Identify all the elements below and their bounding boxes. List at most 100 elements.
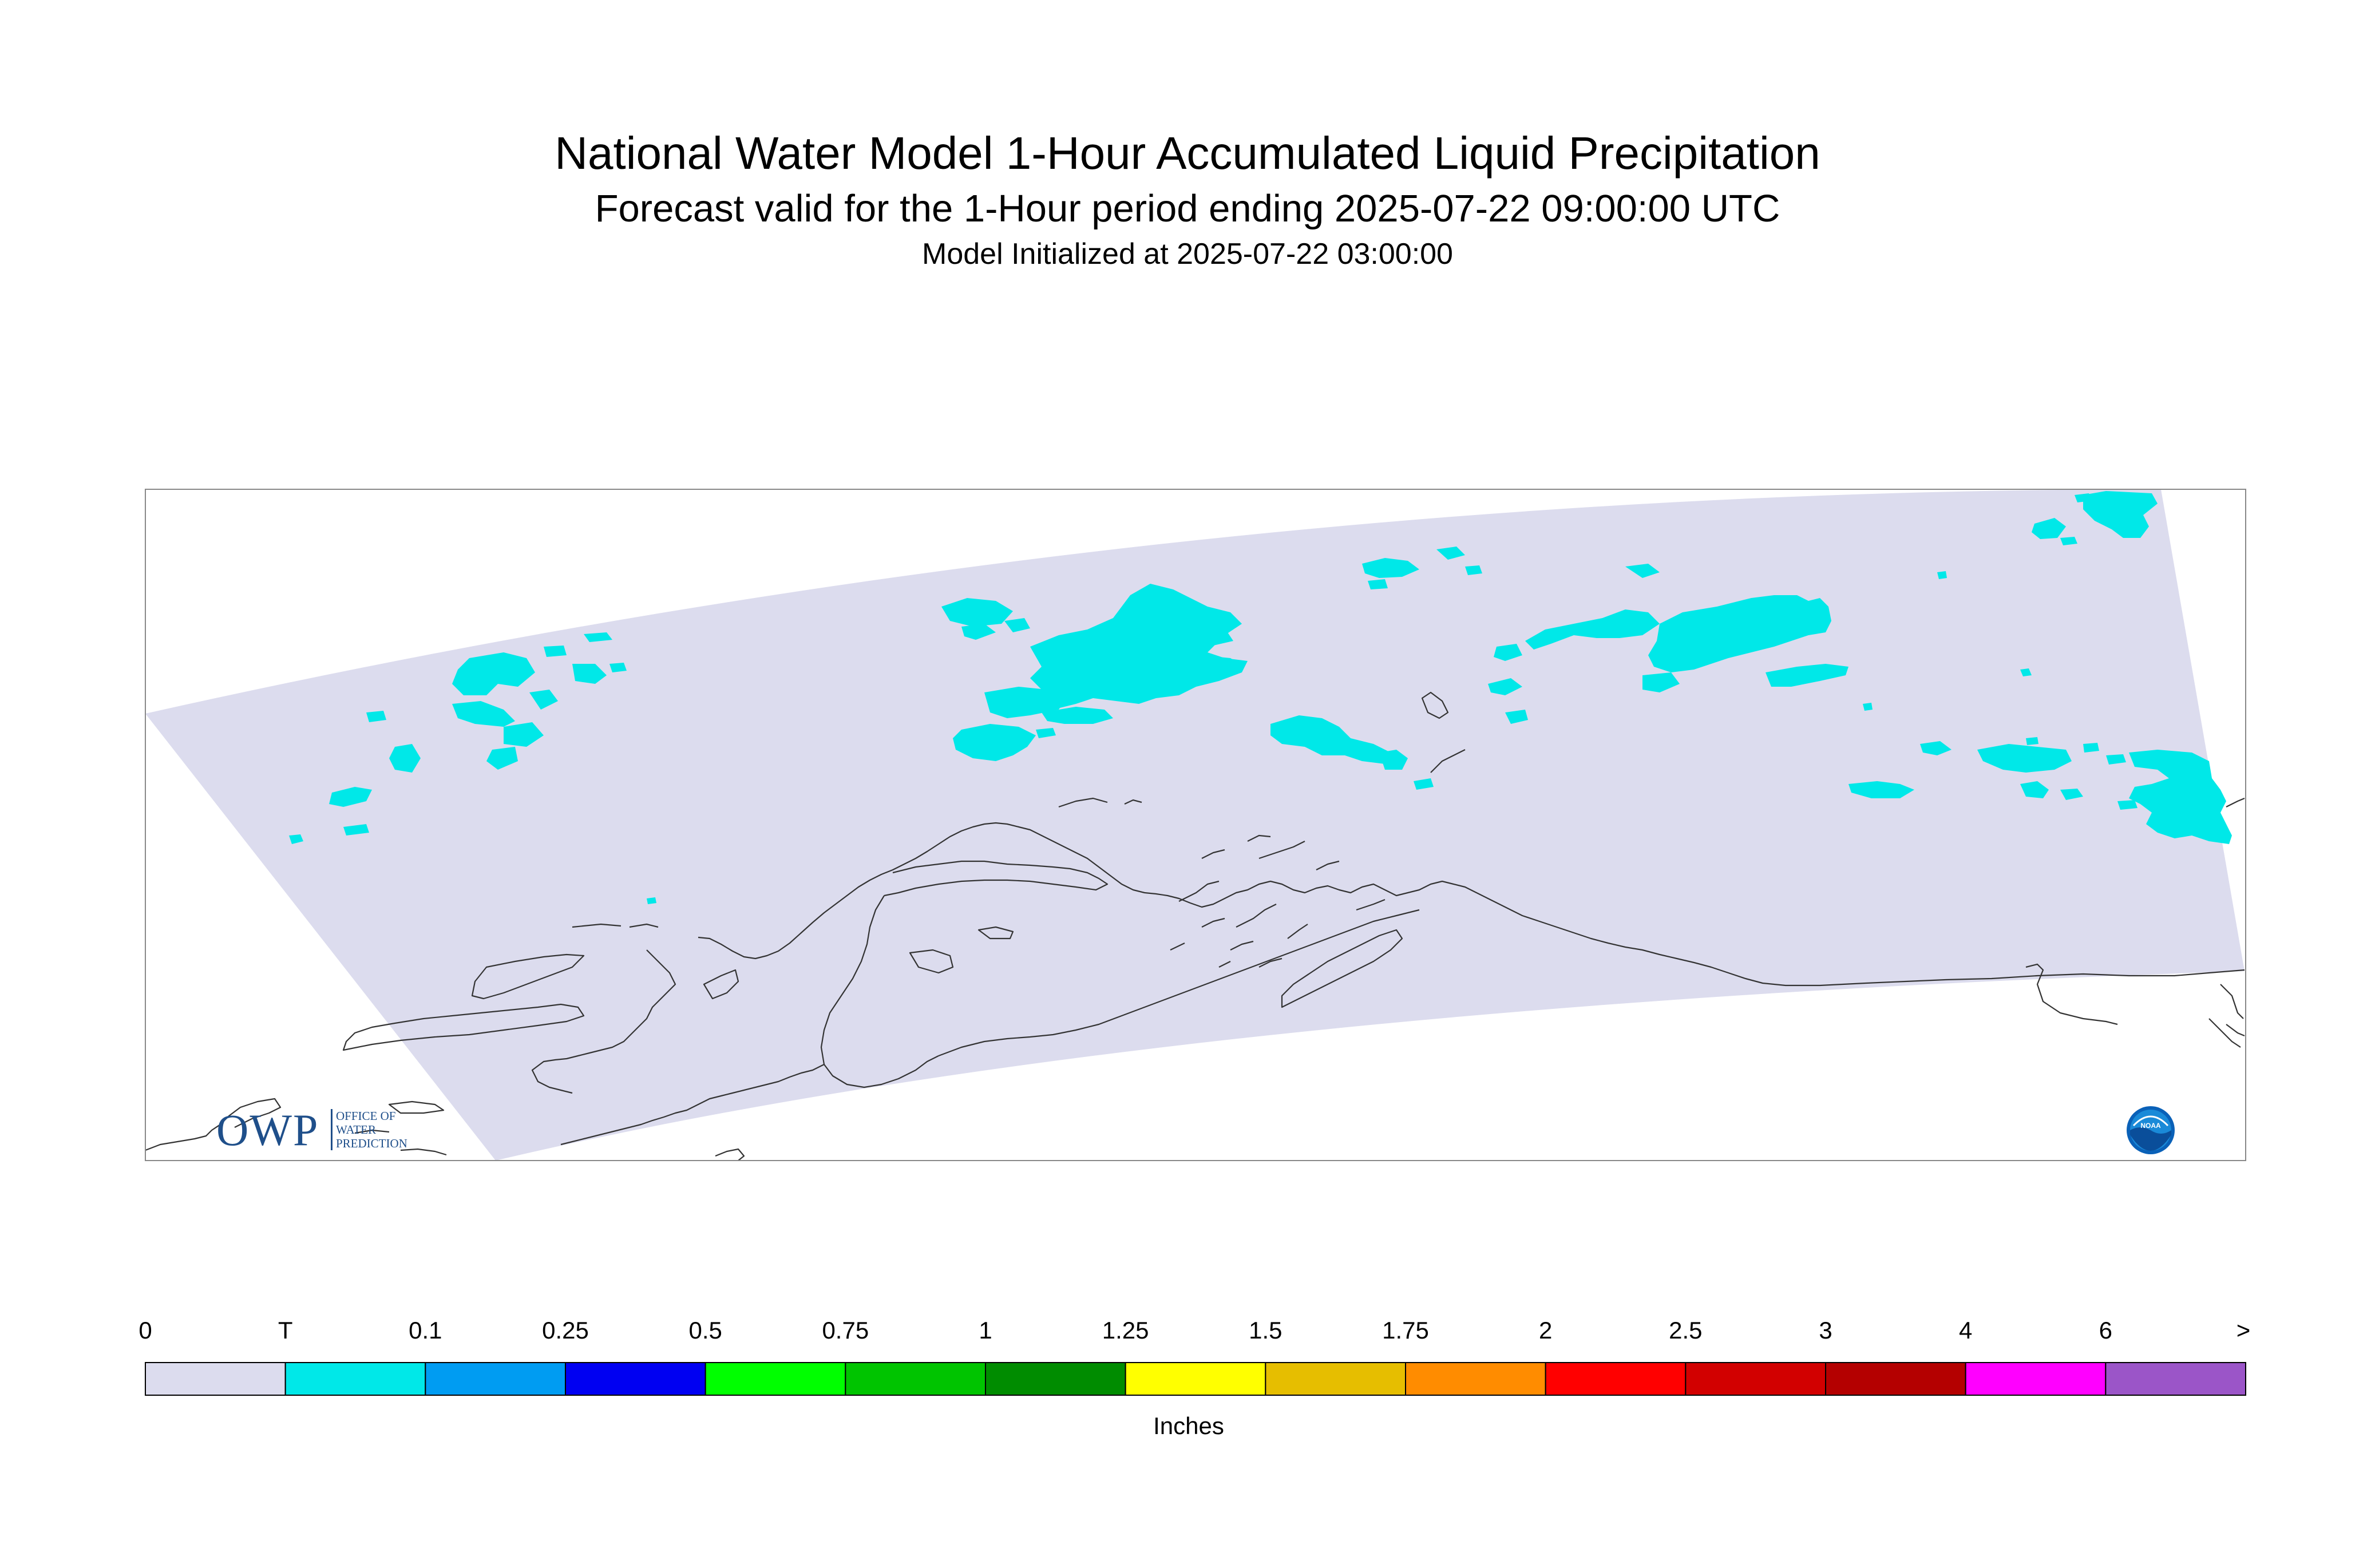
- legend-color-swatch: [425, 1362, 566, 1396]
- coastline-alaska-peninsula: [938, 909, 1420, 1057]
- legend-color-swatch: [1545, 1362, 1687, 1396]
- precip-patch: [1766, 664, 1848, 687]
- precip-patch: [1937, 571, 1947, 579]
- precip-patch: [1465, 565, 1482, 575]
- precip-patch: [609, 663, 627, 672]
- coastline-fragment: [342, 1003, 585, 1051]
- precip-patch: [1270, 715, 1391, 764]
- precip-patch: [941, 598, 1013, 627]
- coastline-norton-sound: [884, 860, 1109, 897]
- coastline-fragment: [1201, 849, 1225, 859]
- precip-patch: [452, 701, 515, 727]
- legend-boundary-label: >: [2236, 1317, 2251, 1344]
- legend-color-swatch: [704, 1362, 846, 1396]
- precip-patch: [2083, 743, 2099, 753]
- forecast-valid-subtitle: Forecast valid for the 1-Hour period end…: [595, 187, 1780, 230]
- coastline-fragment: [2226, 1024, 2245, 1037]
- precip-patch: [1004, 618, 1030, 632]
- coastline-aleutian-south: [560, 1064, 825, 1146]
- precip-patch: [329, 787, 372, 807]
- coastline-kenai-kodiak: [1281, 929, 1403, 1008]
- precip-patch: [1208, 632, 1233, 646]
- precip-patch: [1173, 655, 1245, 678]
- coastline-fragment: [703, 969, 739, 1000]
- coastline-fragment: [2025, 963, 2118, 1025]
- coastline-fragment: [1247, 834, 1271, 842]
- legend-boundary-label: 1.25: [1102, 1317, 1149, 1344]
- legend-unit-label: Inches: [1153, 1412, 1224, 1439]
- legend-color-swatch: [1685, 1362, 1826, 1396]
- precip-patch: [2075, 493, 2092, 502]
- precip-patch: [343, 824, 369, 836]
- precip-patch: [389, 744, 421, 773]
- legend-boundary-label: 1: [979, 1317, 992, 1344]
- precip-patch: [2117, 800, 2138, 810]
- coastline-fragment: [1287, 924, 1308, 939]
- legend-boundary-label: 4: [1958, 1317, 1973, 1344]
- precip-patch: [2020, 781, 2049, 798]
- legend-boundary-label: T: [278, 1317, 293, 1344]
- coastline-fragment: [572, 923, 622, 928]
- coastline-fragment: [2220, 984, 2244, 1019]
- legend-color-swatch: [1405, 1362, 1546, 1396]
- coastline-fragment: [1236, 904, 1277, 928]
- legend-boundary-label: 2: [1538, 1317, 1553, 1344]
- legend-color-swatch: [1125, 1362, 1266, 1396]
- owp-logo-line: PREDICTION: [336, 1137, 407, 1150]
- noaa-logo: NOAA: [2127, 1106, 2175, 1154]
- precip-patch: [2020, 668, 2032, 676]
- coastline-fragment: [629, 923, 659, 928]
- coastline-fragment: [1230, 940, 1254, 951]
- coastline-fragment: [1058, 797, 1108, 808]
- coastline-fragment: [471, 953, 585, 1000]
- legend-color-swatch: [1825, 1362, 1966, 1396]
- precip-patch: [1848, 781, 1914, 798]
- precip-patch: [1920, 741, 1952, 755]
- legend-boundary-label: 1.75: [1382, 1317, 1429, 1344]
- precip-patch: [1030, 584, 1248, 710]
- map-title: National Water Model 1-Hour Accumulated …: [555, 128, 1820, 179]
- precip-patch: [1414, 778, 1434, 790]
- legend-color-swatch: [1265, 1362, 1406, 1396]
- precip-patch: [647, 897, 656, 904]
- precip-patch: [1494, 644, 1522, 661]
- owp-logo-text: OWP: [216, 1105, 319, 1155]
- legend-color-swatch: [145, 1362, 286, 1396]
- precip-patch: [2060, 537, 2077, 545]
- precip-patch: [2083, 491, 2158, 538]
- coastline-fragment: [531, 949, 676, 1094]
- coastline-fragment: [1356, 898, 1386, 911]
- coastline-fragment: [1170, 943, 1185, 951]
- precip-patch: [529, 690, 558, 710]
- precip-patch: [984, 687, 1064, 718]
- precip-patch: [1488, 678, 1522, 695]
- legend-boundary-label: 3: [1819, 1317, 1832, 1344]
- precip-patch: [366, 711, 386, 722]
- precip-patch: [572, 664, 607, 684]
- precip-patch: [1977, 744, 2072, 773]
- precip-patch: [2129, 750, 2232, 844]
- coastline-fragment: [1258, 841, 1305, 860]
- legend-boundary-label: 0.1: [409, 1317, 442, 1344]
- coastline-bristol-bay: [820, 895, 939, 1088]
- precip-patch: [289, 834, 303, 844]
- precip-patch: [1436, 547, 1465, 560]
- coastline-fragment: [388, 1100, 445, 1114]
- legend-boundary-label: 0.25: [542, 1317, 589, 1344]
- precip-patch: [1505, 710, 1528, 724]
- coastline-fragment: [1316, 860, 1340, 870]
- legend-color-bar: [145, 1362, 2246, 1396]
- legend-boundary-label: 0.5: [688, 1317, 722, 1344]
- map-frame: [145, 489, 2246, 1161]
- precip-patch: [452, 652, 535, 695]
- precip-patch: [1042, 707, 1113, 724]
- model-domain-area: [145, 489, 2245, 1161]
- coastline-fragment: [145, 1098, 282, 1151]
- legend-color-swatch: [1965, 1362, 2107, 1396]
- coastline-fragment: [1201, 917, 1225, 928]
- coastline-fragment: [1178, 880, 1220, 902]
- precip-patch: [2026, 737, 2038, 745]
- precip-patch: [1863, 703, 1873, 711]
- precip-patch: [486, 747, 518, 770]
- coastline-island: [909, 949, 954, 974]
